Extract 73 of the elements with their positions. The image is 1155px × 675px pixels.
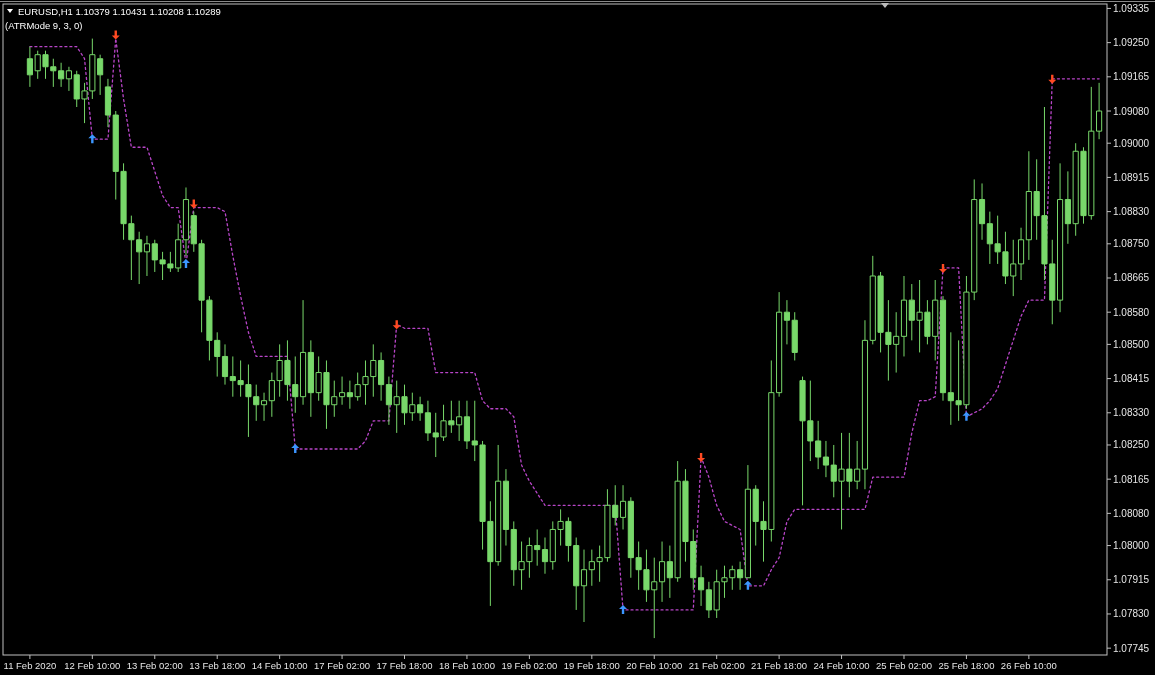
candlestick xyxy=(463,400,471,450)
candlestick xyxy=(658,541,666,603)
candlestick xyxy=(104,78,112,128)
candlestick xyxy=(698,565,705,607)
candlestick xyxy=(1057,162,1064,313)
point xyxy=(291,444,300,453)
candlestick xyxy=(900,275,908,357)
point xyxy=(1048,74,1057,84)
candlestick xyxy=(939,295,947,402)
chart-title: EURUSD,H1 1.10379 1.10431 1.10208 1.10289 xyxy=(18,6,221,17)
y-tick-label: 1.09250 xyxy=(1113,37,1150,49)
y-tick-label: 1.07915 xyxy=(1113,574,1150,586)
candlestick xyxy=(783,299,790,345)
x-tick-label: 21 Feb 18:00 xyxy=(751,660,808,671)
x-tick-label: 20 Feb 10:00 xyxy=(626,660,683,671)
y-tick-label: 1.09165 xyxy=(1113,71,1150,83)
candlestick xyxy=(65,66,72,92)
x-tick-label: 24 Feb 10:00 xyxy=(813,660,870,671)
candlestick xyxy=(424,400,431,442)
candlestick xyxy=(221,343,229,386)
y-tick-label: 1.08500 xyxy=(1113,338,1150,350)
text: (ATRMode 9, 3, 0) xyxy=(5,20,83,31)
x-tick-label: 14 Feb 10:00 xyxy=(251,660,308,671)
candlestick xyxy=(1017,227,1025,281)
y-tick-label: 1.08330 xyxy=(1113,407,1150,419)
x-tick-label: 13 Feb 18:00 xyxy=(189,660,246,671)
x-tick-label: 18 Feb 10:00 xyxy=(438,660,495,671)
y-tick-label: 1.08580 xyxy=(1113,306,1150,318)
candlestick xyxy=(861,319,869,490)
y-tick-label: 1.09080 xyxy=(1113,105,1150,117)
x-tick-label: 25 Feb 02:00 xyxy=(875,660,932,671)
y-tick-label: 1.07745 xyxy=(1113,642,1150,654)
x-tick-label: 19 Feb 02:00 xyxy=(501,660,558,671)
y-tick-label: 1.08665 xyxy=(1113,272,1150,284)
point xyxy=(962,411,971,421)
point xyxy=(697,453,706,463)
point xyxy=(181,258,190,268)
y-tick-label: 1.09335 xyxy=(1113,2,1150,14)
candlestick xyxy=(339,376,346,406)
candlestick xyxy=(822,440,830,478)
y-tick-label: 1.08830 xyxy=(1113,206,1150,218)
y-tick-label: 1.08165 xyxy=(1113,473,1150,485)
x-tick-label: 13 Feb 02:00 xyxy=(126,660,183,671)
y-tick-label: 1.08000 xyxy=(1113,540,1150,552)
y-tick-label: 1.09000 xyxy=(1113,137,1150,149)
candlestick xyxy=(580,549,588,623)
candlestick xyxy=(978,182,986,241)
y-tick-label: 1.08250 xyxy=(1113,439,1150,451)
x-tick-label: 19 Feb 18:00 xyxy=(563,660,620,671)
point xyxy=(88,134,97,144)
y-tick-label: 1.08750 xyxy=(1113,238,1150,250)
x-tick-label: 26 Feb 10:00 xyxy=(1000,660,1057,671)
candlestick xyxy=(260,392,268,422)
candlestick xyxy=(143,235,151,277)
y-tick-label: 1.08915 xyxy=(1113,171,1150,183)
x-tick-label: 17 Feb 02:00 xyxy=(314,660,371,671)
point xyxy=(619,604,628,614)
x-tick-label: 21 Feb 02:00 xyxy=(688,660,745,671)
x-tick-label: 25 Feb 18:00 xyxy=(938,660,995,671)
point xyxy=(743,580,752,590)
x-tick-label: 11 Feb 2020 xyxy=(3,660,57,671)
candlestick xyxy=(619,484,627,530)
x-tick-label: 17 Feb 18:00 xyxy=(376,660,433,671)
candlestick xyxy=(541,537,549,575)
candlestick xyxy=(182,186,190,257)
y-tick-label: 1.08080 xyxy=(1113,507,1150,519)
point xyxy=(392,320,401,330)
y-tick-label: 1.07830 xyxy=(1113,608,1150,620)
candlestick xyxy=(791,311,798,361)
x-tick-label: 12 Feb 10:00 xyxy=(64,660,121,671)
candlestick xyxy=(502,468,510,547)
candlestick xyxy=(299,299,307,406)
y-tick-label: 1.08415 xyxy=(1113,373,1150,385)
